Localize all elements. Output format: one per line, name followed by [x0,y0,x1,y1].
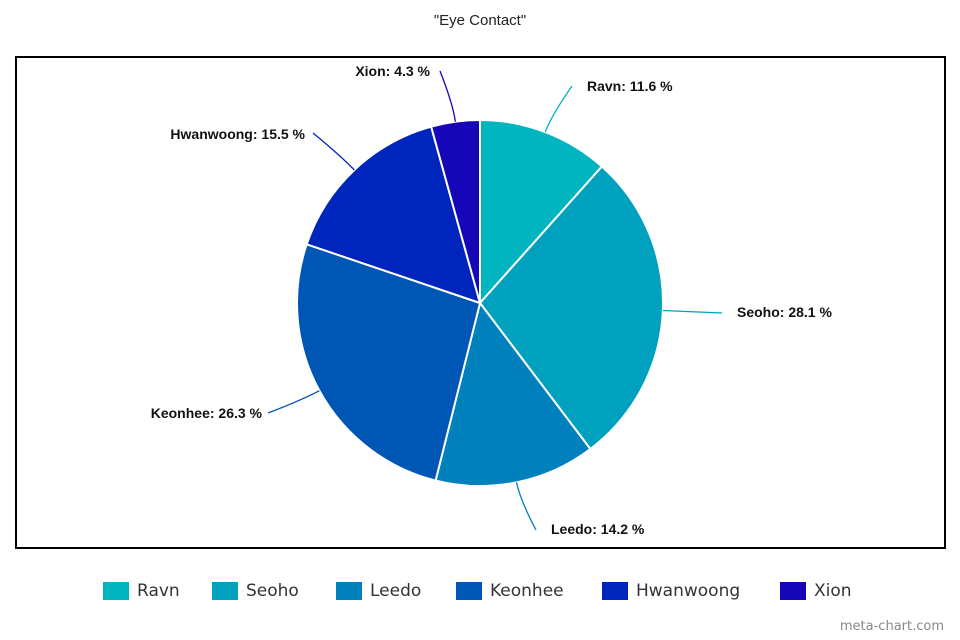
chart-legend: Ravn Seoho Leedo Keonhee Hwanwoong Xion [0,578,960,604]
leader-line-keonhee [267,390,320,414]
pie-slice-seoho [478,165,664,451]
legend-label-keonhee: Keonhee [490,581,564,601]
watermark: meta-chart.com [839,619,944,634]
pie-slice-ravn [479,118,604,306]
chart-title: "Eye Contact" [433,12,527,29]
pie-slice-leedo [434,300,592,487]
legend-item-seoho[interactable]: Seoho [212,578,299,604]
legend-item-leedo[interactable]: Leedo [336,578,421,604]
leader-line-ravn [544,85,573,133]
legend-swatch-ravn [103,582,129,600]
legend-swatch-leedo [336,582,362,600]
leader-line-seoho [662,309,723,314]
pie-slice-keonhee [296,242,482,482]
slice-label-hwanwoong: Hwanwoong: 15.5 % [170,126,305,142]
legend-label-seoho: Seoho [246,581,299,601]
legend-item-keonhee[interactable]: Keonhee [456,578,564,604]
leader-line-leedo [515,482,537,531]
legend-label-leedo: Leedo [370,581,422,601]
slice-label-leedo: Leedo: 14.2 % [551,521,645,537]
legend-swatch-hwanwoong [602,582,628,600]
legend-item-ravn[interactable]: Ravn [103,578,180,604]
slice-label-seoho: Seoho: 28.1 % [737,304,832,320]
leader-line-hwanwoong [312,132,355,171]
slice-label-ravn: Ravn: 11.6 % [587,78,673,94]
legend-item-hwanwoong[interactable]: Hwanwoong [602,578,740,604]
slice-label-xion: Xion: 4.3 % [355,63,430,79]
leader-line-xion [439,70,456,122]
pie-slice-hwanwoong [305,125,482,305]
slice-label-keonhee: Keonhee: 26.3 % [151,405,263,421]
legend-swatch-keonhee [456,582,482,600]
legend-label-ravn: Ravn [137,581,180,601]
legend-item-xion[interactable]: Xion [780,578,852,604]
legend-swatch-seoho [212,582,238,600]
legend-swatch-xion [780,582,806,600]
legend-label-xion: Xion [814,581,852,601]
pie-slice-xion [429,118,481,304]
legend-label-hwanwoong: Hwanwoong [636,581,741,601]
